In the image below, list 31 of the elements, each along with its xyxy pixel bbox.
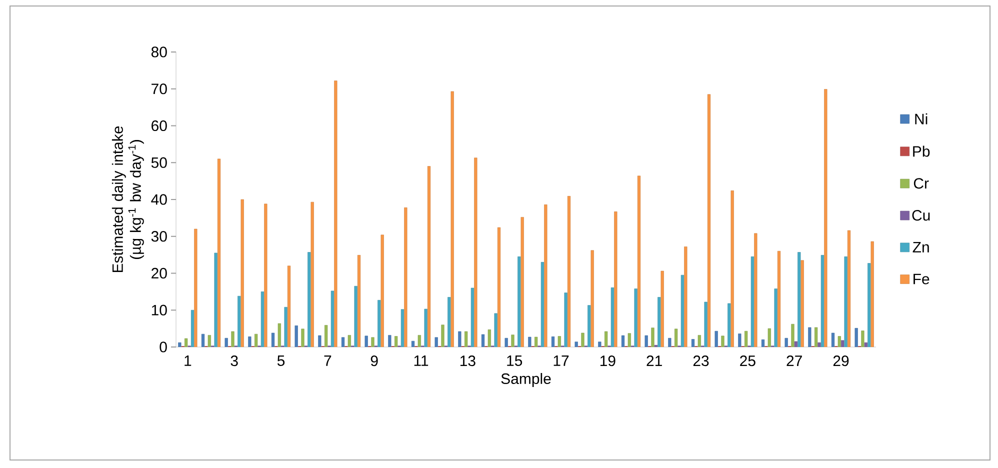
- x-axis-title: Sample: [501, 373, 551, 387]
- x-tick-label: 17: [554, 356, 569, 366]
- y-tick-label: 80: [151, 46, 167, 58]
- x-tick-label: 15: [507, 356, 522, 366]
- y-tick-label: 70: [152, 84, 167, 94]
- y-tick-label: 30: [151, 231, 167, 242]
- legend-label: Zn: [912, 242, 929, 252]
- y-tick-label: 20: [152, 268, 167, 279]
- y-tick-label: 10: [152, 304, 167, 316]
- legend-label: Fe: [914, 274, 930, 284]
- x-tick-label: 27: [786, 356, 802, 366]
- x-tick-label: 25: [740, 356, 756, 366]
- legend-label: Pb: [913, 146, 930, 157]
- x-tick-label: 29: [833, 356, 849, 366]
- x-tick-label: 5: [277, 356, 285, 366]
- x-tick-label: 19: [600, 356, 616, 366]
- x-tick-label: 13: [460, 356, 476, 366]
- x-tick-label: 7: [324, 356, 332, 366]
- legend-label: Cu: [912, 210, 930, 221]
- x-tick-label: 3: [230, 356, 238, 366]
- x-tick-label: 1: [184, 356, 192, 366]
- y-tick-label: 60: [152, 120, 167, 132]
- x-tick-label: 9: [370, 356, 378, 366]
- y-tick-label: 40: [151, 194, 167, 205]
- y-tick-label: 0: [160, 342, 167, 352]
- x-tick-label: 11: [414, 356, 428, 366]
- x-tick-label: 21: [646, 356, 662, 366]
- legend-label: Ni: [915, 113, 928, 124]
- x-tick-label: 23: [693, 356, 709, 366]
- y-tick-label: 50: [151, 157, 167, 168]
- legend-label: Cr: [914, 178, 929, 189]
